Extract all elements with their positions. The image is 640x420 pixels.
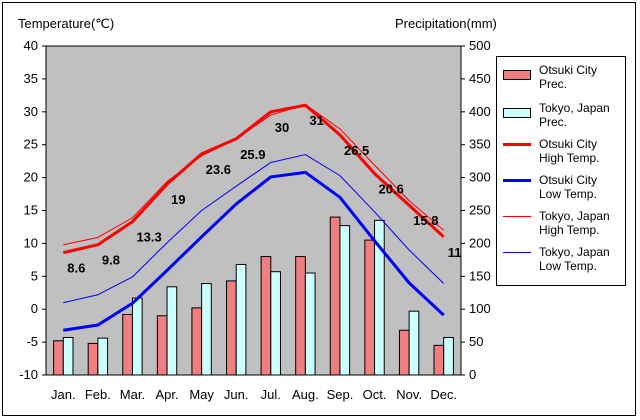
bar-tokyo-prec [374, 219, 385, 376]
x-tick-label: May [189, 387, 214, 402]
legend-label-otsuki-high: Otsuki City High Temp. [539, 137, 600, 165]
right-tick-label: 300 [469, 170, 491, 185]
bar-otsuki-prec [329, 216, 341, 376]
right-tick-label: 500 [469, 38, 491, 53]
x-tick-label: Mar. [120, 387, 145, 402]
bar-tokyo-prec [62, 336, 74, 376]
line-tokyo-low [63, 154, 445, 304]
right-tick-label: 450 [469, 71, 491, 86]
bar-otsuki-prec [53, 340, 64, 376]
bar-otsuki-prec [122, 313, 133, 376]
data-label-otsuki-high: 11 [448, 245, 462, 260]
legend: Otsuki City Prec. Tokyo, Japan Prec. Ots… [496, 56, 626, 286]
left-axis-title: Temperature(℃) [18, 16, 115, 31]
data-label-otsuki-high: 9.8 [102, 253, 120, 268]
bar-otsuki-prec [87, 342, 99, 376]
legend-label-tokyo-low: Tokyo, Japan Low Temp. [539, 245, 610, 273]
legend-swatch-otsuki-low [503, 179, 531, 182]
bar-otsuki-prec [191, 307, 203, 376]
right-tick-label: 350 [469, 137, 491, 152]
plot-area [45, 45, 462, 376]
x-tick-label: Jul. [261, 387, 281, 402]
left-tick-label: 20 [24, 170, 38, 185]
right-axis-title: Precipitation(mm) [395, 16, 497, 31]
data-label-otsuki-high: 8.6 [67, 261, 85, 276]
bar-tokyo-prec [201, 283, 212, 376]
left-tick-label: 30 [24, 104, 38, 119]
x-tick-label: Aug. [292, 387, 319, 402]
legend-label-tokyo-prec: Tokyo, Japan Prec. [539, 101, 610, 129]
legend-swatch-tokyo-prec [503, 108, 531, 118]
bar-tokyo-prec [270, 271, 281, 376]
legend-item-otsuki-high: Otsuki City High Temp. [503, 137, 625, 167]
data-label-otsuki-high: 25.9 [240, 147, 265, 162]
x-tick-label: Feb. [85, 387, 111, 402]
right-tick-label: 250 [469, 203, 491, 218]
legend-swatch-otsuki-high [503, 143, 531, 146]
x-tick-label: Jan. [51, 387, 76, 402]
x-tick-label: Nov. [396, 387, 422, 402]
data-label-otsuki-high: 13.3 [136, 230, 161, 245]
left-tick-label: 10 [24, 235, 38, 250]
left-tick-label: 35 [24, 71, 38, 86]
bar-tokyo-prec [408, 310, 420, 376]
bar-tokyo-prec [443, 336, 454, 376]
legend-swatch-otsuki-prec [503, 70, 531, 80]
legend-swatch-tokyo-low [503, 252, 531, 253]
left-tick-label: -5 [26, 334, 38, 349]
left-tick-label: -10 [19, 367, 38, 382]
x-tick-label: Dec. [430, 387, 457, 402]
line-otsuki-low [63, 170, 445, 332]
bar-tokyo-prec [304, 272, 316, 376]
bar-otsuki-prec [364, 239, 376, 376]
legend-label-otsuki-prec: Otsuki City Prec. [539, 63, 598, 91]
left-tick-label: 25 [24, 137, 38, 152]
bar-tokyo-prec [97, 337, 109, 376]
left-tick-label: 15 [24, 203, 38, 218]
x-tick-label: Apr. [155, 387, 178, 402]
data-label-otsuki-high: 23.6 [206, 162, 231, 177]
chart-frame [2, 2, 636, 416]
data-label-otsuki-high: 20.6 [379, 182, 404, 197]
right-tick-label: 50 [469, 334, 483, 349]
bar-otsuki-prec [226, 280, 237, 376]
legend-item-otsuki-low: Otsuki City Low Temp. [503, 173, 625, 203]
bar-otsuki-prec [295, 256, 306, 376]
bar-tokyo-prec [235, 263, 247, 376]
left-tick-label: 40 [24, 38, 38, 53]
data-label-otsuki-high: 26.5 [344, 143, 369, 158]
bar-otsuki-prec [398, 329, 410, 376]
bar-otsuki-prec [260, 256, 272, 376]
bar-otsuki-prec [433, 344, 445, 376]
right-tick-label: 150 [469, 268, 491, 283]
left-tick-label: 0 [31, 301, 38, 316]
data-label-otsuki-high: 31 [309, 113, 323, 128]
legend-item-otsuki-prec: Otsuki City Prec. [503, 63, 625, 93]
legend-swatch-tokyo-high [503, 216, 531, 217]
legend-item-tokyo-low: Tokyo, Japan Low Temp. [503, 245, 625, 275]
bar-tokyo-prec [339, 225, 351, 376]
right-tick-label: 100 [469, 301, 491, 316]
bar-tokyo-prec [131, 297, 143, 376]
data-label-otsuki-high: 19 [171, 192, 185, 207]
legend-label-tokyo-high: Tokyo, Japan High Temp. [539, 209, 610, 237]
bar-tokyo-prec [166, 286, 178, 376]
legend-item-tokyo-high: Tokyo, Japan High Temp. [503, 209, 625, 239]
x-tick-label: Oct. [363, 387, 387, 402]
right-tick-label: 0 [469, 367, 476, 382]
right-tick-label: 200 [469, 235, 491, 250]
x-tick-label: Jun. [224, 387, 249, 402]
legend-label-otsuki-low: Otsuki City Low Temp. [539, 173, 598, 201]
bar-otsuki-prec [156, 315, 168, 376]
left-tick-label: 5 [31, 268, 38, 283]
right-tick-label: 400 [469, 104, 491, 119]
legend-item-tokyo-prec: Tokyo, Japan Prec. [503, 101, 625, 131]
line-otsuki-high [62, 103, 445, 255]
data-label-otsuki-high: 15.8 [413, 213, 438, 228]
x-tick-label: Sep. [327, 387, 354, 402]
data-label-otsuki-high: 30 [275, 120, 289, 135]
